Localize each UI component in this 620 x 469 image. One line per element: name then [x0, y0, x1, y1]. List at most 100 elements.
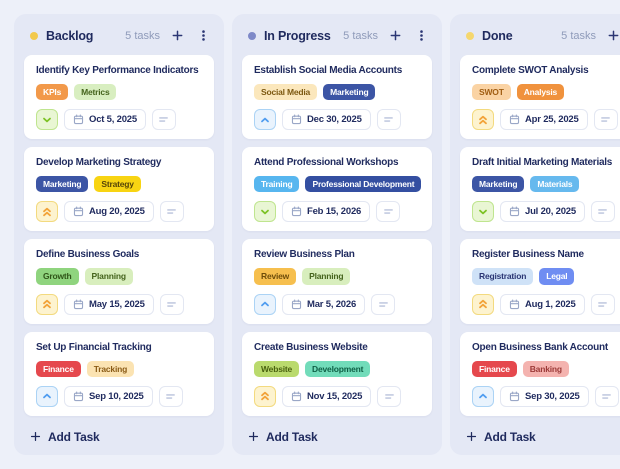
add-card-button[interactable] [387, 27, 404, 44]
double-chevron-up-icon [41, 206, 53, 218]
task-card[interactable]: Define Business Goals Growth Planning May… [24, 239, 214, 324]
task-card[interactable]: Complete SWOT Analysis SWOT Analysis Apr … [460, 55, 620, 140]
task-card[interactable]: Draft Initial Marketing Materials Market… [460, 147, 620, 232]
card-meta-row: Mar 5, 2026 [254, 293, 420, 315]
description-lines-icon [166, 299, 177, 310]
card-list: Identify Key Performance Indicators KPIs… [24, 55, 214, 416]
due-date-button[interactable]: Mar 5, 2026 [282, 293, 366, 315]
add-task-button[interactable]: Add Task [24, 424, 104, 447]
column-header: In Progress 5 tasks [242, 23, 432, 55]
task-card[interactable]: Set Up Financial Tracking Finance Trackin… [24, 331, 214, 416]
chevron-up-icon [259, 298, 271, 310]
card-meta-row: Dec 30, 2025 [254, 109, 420, 131]
description-badge [159, 201, 184, 223]
priority-low-button[interactable] [254, 201, 276, 223]
task-card[interactable]: Identify Key Performance Indicators KPIs… [24, 55, 214, 140]
priority-high-button[interactable] [36, 385, 58, 407]
due-date-button[interactable]: Sep 30, 2025 [500, 385, 589, 407]
tag-training: Training [254, 176, 300, 193]
priority-urgent-button[interactable] [36, 201, 58, 223]
calendar-icon [291, 391, 302, 402]
tag-metrics: Metrics [74, 84, 117, 101]
due-date-button[interactable]: Sep 10, 2025 [64, 385, 153, 407]
double-chevron-up-icon [259, 390, 271, 402]
due-date-button[interactable]: Feb 15, 2026 [282, 201, 371, 223]
tag-list: Review Planning [254, 268, 420, 285]
priority-low-button[interactable] [36, 109, 58, 131]
description-lines-icon [378, 299, 389, 310]
due-date-button[interactable]: Aug 1, 2025 [500, 293, 585, 315]
due-date-button[interactable]: Jul 20, 2025 [500, 201, 585, 223]
card-title: Define Business Goals [36, 249, 140, 261]
status-dot-icon [30, 31, 38, 40]
column-menu-button[interactable] [413, 27, 430, 44]
priority-high-button[interactable] [254, 293, 276, 315]
description-badge [594, 385, 619, 407]
due-date-button[interactable]: Oct 5, 2025 [64, 109, 146, 131]
card-title: Create Business Website [254, 341, 368, 353]
task-card[interactable]: Establish Social Media Accounts Social M… [242, 55, 432, 140]
description-lines-icon [166, 206, 177, 217]
description-lines-icon [601, 391, 612, 402]
add-card-button[interactable] [169, 27, 186, 44]
due-date-button[interactable]: Aug 20, 2025 [64, 201, 154, 223]
description-lines-icon [383, 114, 394, 125]
due-date-button[interactable]: Apr 25, 2025 [500, 109, 588, 131]
tag-materials: Materials [530, 176, 580, 193]
kebab-menu-icon [415, 29, 428, 42]
plus-icon [466, 431, 477, 442]
add-task-button[interactable]: Add Task [242, 424, 322, 447]
calendar-icon [73, 299, 84, 310]
plus-icon [607, 29, 620, 42]
card-meta-row: Aug 1, 2025 [472, 293, 620, 315]
due-date-button[interactable]: Nov 15, 2025 [282, 385, 372, 407]
priority-high-button[interactable] [254, 109, 276, 131]
priority-high-button[interactable] [472, 385, 494, 407]
due-date-button[interactable]: May 15, 2025 [64, 293, 154, 315]
description-badge [159, 293, 184, 315]
priority-urgent-button[interactable] [254, 385, 276, 407]
description-badge [377, 385, 402, 407]
column-title: In Progress [264, 28, 331, 43]
task-card[interactable]: Develop Marketing Strategy Marketing Stra… [24, 147, 214, 232]
column-in-progress: In Progress 5 tasks Establish Social Med… [232, 14, 442, 455]
task-card[interactable]: Register Business Name Registration Legal… [460, 239, 620, 324]
card-meta-row: Jul 20, 2025 [472, 201, 620, 223]
tag-planning: Planning [84, 268, 133, 285]
task-card[interactable]: Review Business Plan Review Planning Mar … [242, 239, 432, 324]
tag-finance: Finance [472, 360, 517, 377]
tag-tracking: Tracking [86, 360, 135, 377]
calendar-icon [73, 206, 84, 217]
column-header: Backlog 5 tasks [24, 23, 214, 55]
due-date-label: Oct 5, 2025 [89, 114, 137, 126]
tag-list: Growth Planning [36, 268, 202, 285]
card-meta-row: Oct 5, 2025 [36, 109, 202, 131]
tag-banking: Banking [522, 360, 569, 377]
tag-list: Training Professional Development [254, 176, 422, 193]
priority-urgent-button[interactable] [472, 109, 494, 131]
add-task-button[interactable]: Add Task [460, 424, 540, 447]
calendar-icon [509, 299, 520, 310]
task-card[interactable]: Attend Professional Workshops Training Pr… [242, 147, 432, 232]
priority-urgent-button[interactable] [472, 293, 494, 315]
tag-marketing: Marketing [472, 176, 525, 193]
task-card[interactable]: Create Business Website Website Developme… [242, 331, 432, 416]
card-meta-row: Sep 10, 2025 [36, 385, 202, 407]
priority-low-button[interactable] [472, 201, 494, 223]
due-date-label: Nov 15, 2025 [307, 390, 363, 402]
due-date-label: Apr 25, 2025 [525, 114, 579, 126]
priority-urgent-button[interactable] [36, 293, 58, 315]
add-card-button[interactable] [605, 27, 620, 44]
tag-list: SWOT Analysis [472, 84, 620, 101]
due-date-button[interactable]: Dec 30, 2025 [282, 109, 371, 131]
tag-planning: Planning [302, 268, 351, 285]
due-date-label: Sep 30, 2025 [525, 390, 580, 402]
status-dot-icon [248, 31, 256, 40]
description-lines-icon [383, 206, 394, 217]
due-date-label: Mar 5, 2026 [307, 298, 357, 310]
task-card[interactable]: Open Business Bank Account Finance Bankin… [460, 331, 620, 416]
column-menu-button[interactable] [195, 27, 212, 44]
chevron-up-icon [41, 390, 53, 402]
double-chevron-up-icon [477, 298, 489, 310]
